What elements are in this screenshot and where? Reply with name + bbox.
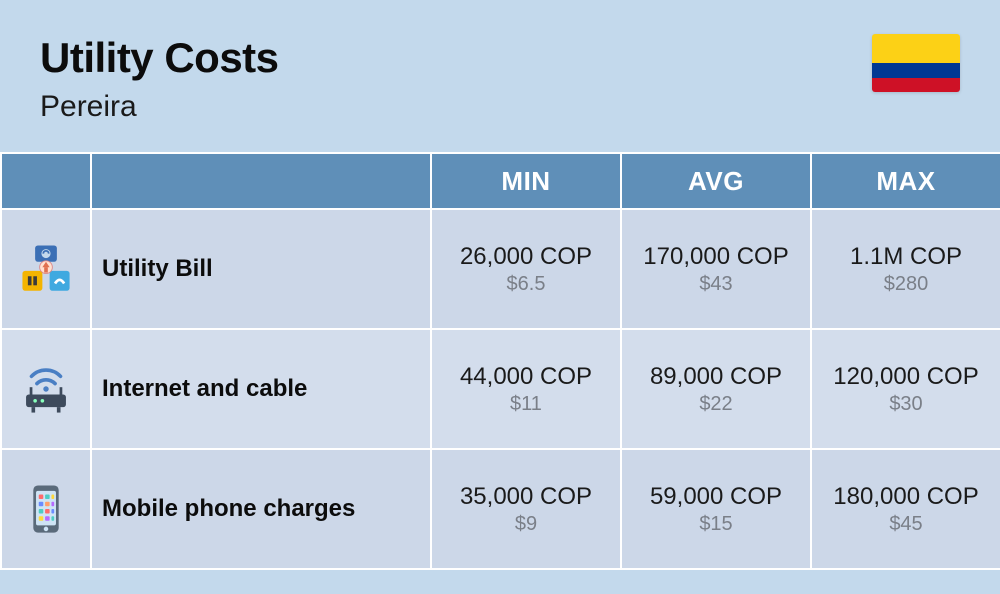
row-label: Internet and cable xyxy=(91,329,431,449)
value-secondary: $6.5 xyxy=(432,273,620,296)
utility-bill-icon xyxy=(1,209,91,329)
value-primary: 26,000 COP xyxy=(432,243,620,271)
header-blank-label xyxy=(91,153,431,209)
header-avg: AVG xyxy=(621,153,811,209)
value-primary: 1.1M COP xyxy=(812,243,1000,271)
cell-min: 26,000 COP $6.5 xyxy=(431,209,621,329)
header-blank-icon xyxy=(1,153,91,209)
value-primary: 44,000 COP xyxy=(432,363,620,391)
row-label: Mobile phone charges xyxy=(91,449,431,569)
value-primary: 170,000 COP xyxy=(622,243,810,271)
value-secondary: $15 xyxy=(622,513,810,536)
table-row: Utility Bill 26,000 COP $6.5 170,000 COP… xyxy=(1,209,1000,329)
mobile-phone-icon xyxy=(1,449,91,569)
value-secondary: $280 xyxy=(812,273,1000,296)
cell-min: 44,000 COP $11 xyxy=(431,329,621,449)
value-primary: 59,000 COP xyxy=(622,483,810,511)
page-subtitle: Pereira xyxy=(40,90,960,124)
table-row: Internet and cable 44,000 COP $11 89,000… xyxy=(1,329,1000,449)
value-primary: 35,000 COP xyxy=(432,483,620,511)
value-secondary: $45 xyxy=(812,513,1000,536)
router-icon xyxy=(1,329,91,449)
value-primary: 89,000 COP xyxy=(622,363,810,391)
cell-max: 1.1M COP $280 xyxy=(811,209,1000,329)
value-secondary: $11 xyxy=(432,393,620,416)
cell-avg: 170,000 COP $43 xyxy=(621,209,811,329)
value-secondary: $30 xyxy=(812,393,1000,416)
header: Utility Costs Pereira xyxy=(0,0,1000,152)
page-title: Utility Costs xyxy=(40,34,960,82)
cell-avg: 89,000 COP $22 xyxy=(621,329,811,449)
cell-max: 180,000 COP $45 xyxy=(811,449,1000,569)
value-primary: 120,000 COP xyxy=(812,363,1000,391)
row-label: Utility Bill xyxy=(91,209,431,329)
value-secondary: $22 xyxy=(622,393,810,416)
header-max: MAX xyxy=(811,153,1000,209)
colombia-flag-icon xyxy=(872,34,960,92)
table-header-row: MIN AVG MAX xyxy=(1,153,1000,209)
table-row: Mobile phone charges 35,000 COP $9 59,00… xyxy=(1,449,1000,569)
header-min: MIN xyxy=(431,153,621,209)
cost-table: MIN AVG MAX xyxy=(0,152,1000,570)
value-primary: 180,000 COP xyxy=(812,483,1000,511)
cell-max: 120,000 COP $30 xyxy=(811,329,1000,449)
cell-avg: 59,000 COP $15 xyxy=(621,449,811,569)
cell-min: 35,000 COP $9 xyxy=(431,449,621,569)
value-secondary: $43 xyxy=(622,273,810,296)
value-secondary: $9 xyxy=(432,513,620,536)
